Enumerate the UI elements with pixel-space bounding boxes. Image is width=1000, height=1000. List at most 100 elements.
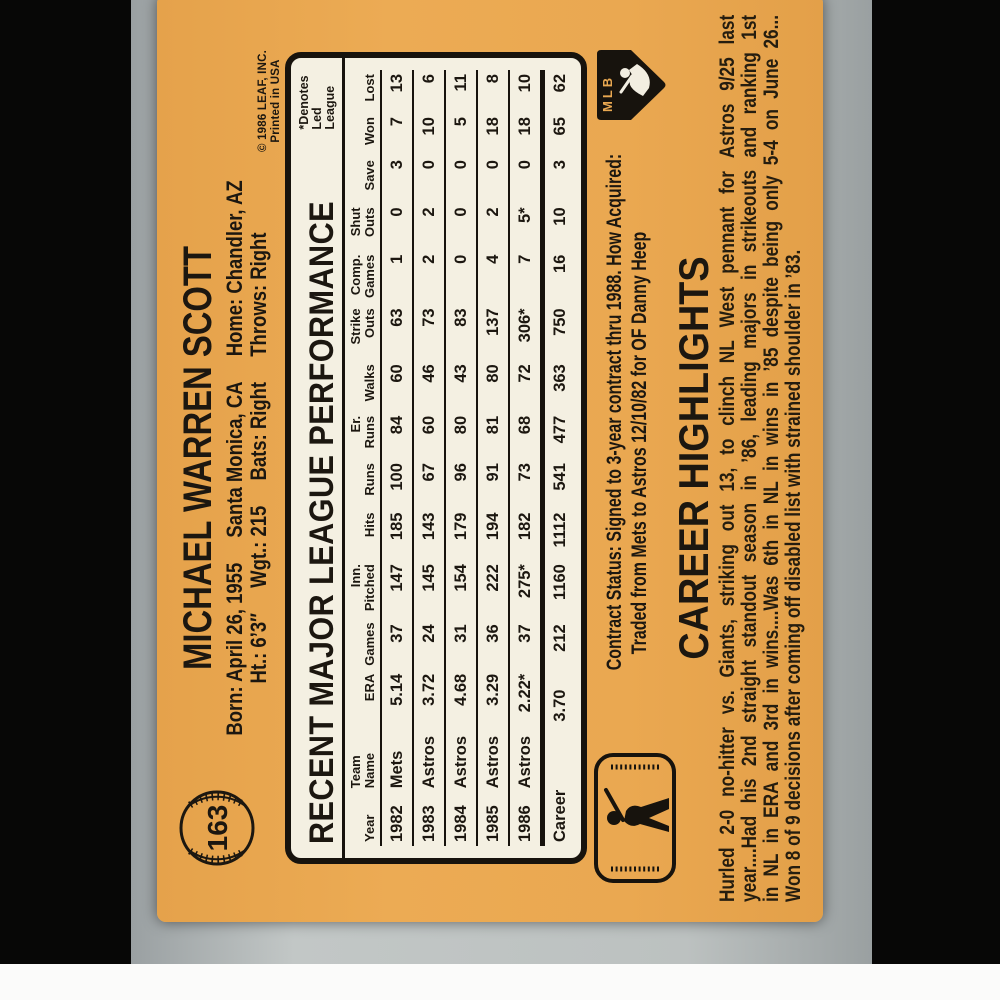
- stats-cell: 143: [413, 508, 445, 561]
- stats-cell: 363: [542, 360, 575, 412]
- stats-cell: 83: [445, 304, 477, 361]
- stats-cell: 36: [477, 620, 509, 670]
- bio-throws: Throws: Right: [246, 232, 271, 357]
- stats-col-header: ERA: [345, 669, 381, 726]
- career-highlights-title: CAREER HIGHLIGHTS: [670, 256, 717, 660]
- stats-cell: 100: [387, 463, 406, 491]
- highlights-line: Won 8 of 9 decisions after coming off di…: [782, 249, 805, 902]
- stats-cell: 2.22*: [509, 669, 543, 726]
- stats-cell: 5*: [509, 203, 543, 251]
- stats-cell: 73: [509, 459, 543, 509]
- stats-cell: Mets: [387, 750, 406, 789]
- stats-cell: 1160: [542, 560, 575, 621]
- stats-cell: 4.68: [445, 669, 477, 726]
- stats-cell: Astros: [477, 725, 509, 793]
- stats-cell: 80: [445, 411, 477, 460]
- stats-cell: 31: [445, 620, 477, 670]
- led-league-note: *Denotes Led League: [297, 72, 337, 130]
- stats-col-header: Comp. Games: [345, 250, 381, 305]
- stats-cell: 0: [477, 156, 509, 204]
- svg-text:MLB: MLB: [600, 75, 615, 112]
- bio-birthplace: Santa Monica, CA: [222, 381, 247, 538]
- stats-cell: 46: [413, 360, 445, 412]
- stats-cell: 275*: [509, 560, 543, 621]
- stats-cell: 65: [542, 113, 575, 157]
- stats-cell: 62: [542, 70, 575, 114]
- stats-cell: 3.70: [542, 669, 575, 726]
- stats-cell: 0: [445, 156, 477, 204]
- stats-cell: 3.29: [477, 669, 509, 726]
- stats-cell: 16: [542, 250, 575, 305]
- bio-born: Born: April 26, 1955: [222, 562, 247, 736]
- stats-cell: 72: [509, 360, 543, 412]
- stats-cell: 0: [445, 203, 477, 251]
- stats-cell: 2: [477, 203, 509, 251]
- stats-cell: 10: [542, 203, 575, 251]
- trading-card-back: 163 MICHAEL WARREN SCOTT Born: April 26,…: [157, 0, 823, 922]
- stats-cell: 7: [387, 117, 406, 127]
- stats-title: RECENT MAJOR LEAGUE PERFORMANCE: [303, 201, 341, 844]
- stats-cell: 37: [387, 624, 406, 643]
- how-acquired-line: Traded from Mets to Astros 12/10/82 for …: [628, 231, 651, 655]
- stats-cell: 179: [445, 508, 477, 561]
- stats-cell: 4: [477, 250, 509, 305]
- stats-cell: 1984: [445, 792, 477, 846]
- stats-cell: 0: [387, 207, 406, 217]
- stats-cell: 3: [542, 156, 575, 204]
- stats-cell: 306*: [509, 304, 543, 361]
- baseball-icon: 163: [177, 788, 257, 868]
- highlights-line: year....Had his 2nd straight standout season i…: [738, 14, 761, 902]
- bio-physical-line: Ht.: 6’3″ Wgt.: 215 Bats: Right Throws: …: [246, 68, 271, 848]
- stats-col-header: Won: [345, 113, 381, 157]
- bio-weight: Wgt.: 215: [246, 505, 271, 588]
- stats-cell: 60: [413, 411, 445, 460]
- led-league-note-line-2: Led League: [310, 85, 337, 130]
- stats-cell: 0: [413, 156, 445, 204]
- stats-row: 1984 Astros 4.68 31 154 179 96 80 43 83 0 0 0 5 11: [445, 70, 477, 846]
- stats-cell: 10: [509, 70, 543, 114]
- stats-cell: 18: [509, 113, 543, 157]
- stats-cell: 222: [477, 560, 509, 621]
- mlbpa-logo-icon: [593, 752, 682, 884]
- stats-cell: 67: [413, 459, 445, 509]
- stats-col-header: Er. Runs: [345, 411, 381, 460]
- copyright-line-1: © 1986 LEAF, INC.: [257, 50, 269, 152]
- bio-home: Home: Chandler, AZ: [222, 180, 247, 357]
- stats-cell: 194: [477, 508, 509, 561]
- page-background-strip: [0, 964, 1000, 1000]
- stats-col-header: Runs: [345, 459, 381, 509]
- stats-cell: Astros: [413, 725, 445, 793]
- stats-cell: 137: [477, 304, 509, 361]
- stats-cell: 1986: [509, 792, 543, 846]
- stats-cell: 91: [477, 459, 509, 509]
- stats-cell: Astros: [509, 725, 543, 793]
- stats-cell: 81: [477, 411, 509, 460]
- bio-bats: Bats: Right: [246, 381, 271, 481]
- stats-cell: 11: [445, 70, 477, 114]
- stats-cell: 18: [477, 113, 509, 157]
- stats-cell: 1112: [542, 508, 575, 561]
- stats-col-header: Lost: [345, 70, 381, 114]
- stats-cell: 2: [413, 250, 445, 305]
- copyright-line-2: Printed in USA: [270, 59, 282, 143]
- stats-cell: 60: [387, 364, 406, 383]
- stats-cell: 750: [542, 304, 575, 361]
- stats-cell: Astros: [445, 725, 477, 793]
- stats-col-header: Team Name: [345, 725, 381, 793]
- stats-cell: 0: [445, 250, 477, 305]
- stats-cell: 84: [387, 415, 406, 435]
- stats-row: 1986 Astros 2.22* 37 275* 182 73 68 72 306* 7 5* 0 18…: [509, 70, 543, 846]
- bio-born-line: Born: April 26, 1955 Santa Monica, CA Ho…: [222, 68, 247, 848]
- stats-cell: 6: [413, 70, 445, 114]
- stats-col-header: Hits: [345, 508, 381, 561]
- stats-header-row: Year Team Name ERA Games Inn. Pitched Hits Runs E…: [345, 70, 381, 846]
- contract-status-block: Contract Status: Signed to 3-year contra…: [597, 154, 652, 670]
- player-name: MICHAEL WARREN SCOTT: [176, 246, 220, 670]
- stats-col-header: Year: [345, 792, 381, 846]
- highlights-line: in NL in ERA and 3rd in wins....Was 6th in NL in win…: [760, 15, 783, 902]
- bio-height: Ht.: 6’3″: [246, 613, 271, 684]
- stats-career-label: Career: [542, 725, 575, 846]
- stats-col-header: Shut Outs: [345, 203, 381, 251]
- stats-row: 1985 Astros 3.29 36 222 194 91 81 80 137 4 2 0 18 8: [477, 70, 509, 846]
- stats-panel: RECENT MAJOR LEAGUE PERFORMANCE *Denotes…: [285, 52, 587, 864]
